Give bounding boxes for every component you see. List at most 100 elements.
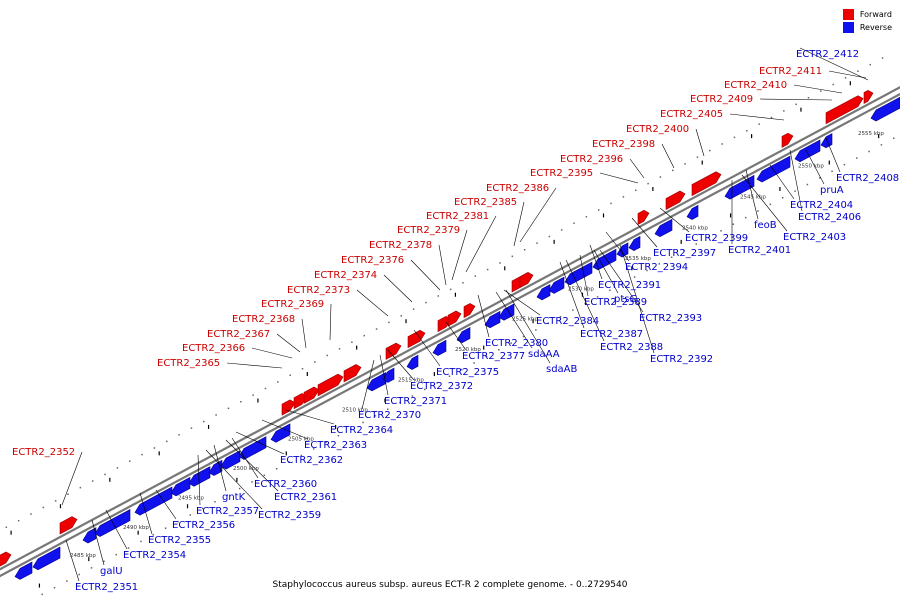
reverse-gene-label[interactable]: ECTR2_2406	[798, 212, 861, 223]
forward-gene-label[interactable]: ECTR2_2379	[397, 225, 460, 236]
forward-gene-label[interactable]: ECTR2_2398	[592, 139, 655, 150]
forward-gene[interactable]	[519, 272, 534, 289]
reverse-gene-label[interactable]: ECTR2_2370	[358, 410, 421, 421]
reverse-gene-label[interactable]: ECTR2_2363	[304, 440, 367, 451]
reverse-gene[interactable]	[794, 139, 821, 163]
forward-gene-label[interactable]: ECTR2_2386	[486, 183, 549, 194]
forward-gene-label[interactable]: ECTR2_2365	[157, 358, 220, 369]
reverse-gene-label[interactable]: feoB	[754, 220, 777, 231]
reverse-gene-label[interactable]: ECTR2_2389	[584, 297, 647, 308]
forward-gene-label[interactable]: ECTR2_2352	[12, 447, 75, 458]
reverse-gene[interactable]	[406, 354, 419, 370]
forward-gene[interactable]	[463, 303, 476, 319]
reverse-gene-label[interactable]: ECTR2_2371	[384, 396, 447, 407]
reverse-gene[interactable]	[94, 509, 131, 537]
reverse-gene-label[interactable]: ECTR2_2401	[728, 245, 791, 256]
forward-gene[interactable]	[59, 516, 78, 535]
forward-gene-label[interactable]: ECTR2_2376	[341, 255, 404, 266]
reverse-gene[interactable]	[382, 367, 395, 383]
forward-gene[interactable]	[343, 364, 362, 383]
forward-gene-label[interactable]: ECTR2_2369	[261, 299, 324, 310]
reverse-gene[interactable]	[14, 561, 33, 580]
reverse-gene[interactable]	[756, 155, 791, 183]
forward-gene-label[interactable]: ECTR2_2395	[530, 168, 593, 179]
forward-gene-label[interactable]: ECTR2_2400	[626, 124, 689, 135]
reverse-gene[interactable]	[686, 204, 699, 220]
reverse-gene-label[interactable]: ECTR2_2403	[783, 232, 846, 243]
forward-gene-label[interactable]: ECTR2_2366	[182, 343, 245, 354]
forward-gene[interactable]	[385, 342, 402, 360]
forward-gene[interactable]	[781, 132, 794, 148]
forward-gene[interactable]	[691, 171, 722, 197]
reverse-gene[interactable]	[456, 326, 471, 344]
reverse-gene[interactable]	[654, 218, 673, 238]
forward-gene-label[interactable]: ECTR2_2396	[560, 154, 623, 165]
forward-gene-label[interactable]: ECTR2_2411	[759, 66, 822, 77]
forward-gene-label[interactable]: ECTR2_2374	[314, 270, 377, 281]
reverse-gene-label[interactable]: ECTR2_2357	[196, 506, 259, 517]
forward-gene-label[interactable]: ECTR2_2410	[724, 80, 787, 91]
reverse-gene-label[interactable]: ECTR2_2387	[580, 329, 643, 340]
reverse-gene-label[interactable]: ECTR2_2399	[685, 233, 748, 244]
reverse-gene[interactable]	[820, 133, 833, 149]
reverse-gene-label[interactable]: ECTR2_2354	[123, 550, 186, 561]
forward-gene-label[interactable]: ECTR2_2378	[369, 240, 432, 251]
forward-gene[interactable]	[863, 89, 874, 104]
forward-gene-label[interactable]: ECTR2_2409	[690, 94, 753, 105]
reverse-gene-label[interactable]: sdaAB	[546, 364, 578, 375]
reverse-gene[interactable]	[548, 276, 565, 294]
reverse-gene-label[interactable]: ECTR2_2408	[836, 173, 899, 184]
reverse-gene-label[interactable]: ECTR2_2377	[462, 351, 525, 362]
reverse-gene-label[interactable]: ECTR2_2360	[254, 479, 317, 490]
reverse-gene-label[interactable]: ECTR2_2391	[598, 280, 661, 291]
forward-gene[interactable]	[407, 329, 426, 349]
forward-gene-label[interactable]: ECTR2_2368	[232, 314, 295, 325]
reverse-gene-label[interactable]: ECTR2_2392	[650, 354, 713, 365]
forward-gene[interactable]	[303, 386, 320, 404]
reverse-gene[interactable]	[270, 423, 291, 443]
reverse-gene-label[interactable]: ECTR2_2364	[330, 425, 393, 436]
reverse-gene-label[interactable]: ECTR2_2355	[148, 535, 211, 546]
reverse-gene-label[interactable]: ECTR2_2393	[639, 313, 702, 324]
reverse-gene[interactable]	[628, 235, 641, 251]
reverse-gene[interactable]	[32, 546, 61, 571]
reverse-gene-label[interactable]: ptsG	[614, 294, 637, 305]
reverse-gene-label[interactable]: ECTR2_2412	[796, 49, 859, 60]
reverse-gene[interactable]	[498, 303, 515, 321]
reverse-gene-label[interactable]: ECTR2_2397	[653, 248, 716, 259]
reverse-gene[interactable]	[564, 261, 593, 286]
reverse-gene[interactable]	[616, 242, 629, 258]
forward-gene[interactable]	[637, 209, 650, 225]
forward-gene[interactable]	[665, 190, 686, 210]
reverse-gene-label[interactable]: ECTR2_2404	[790, 200, 853, 211]
reverse-gene-label[interactable]: pruA	[820, 185, 844, 196]
reverse-gene-label[interactable]: ECTR2_2394	[625, 262, 688, 273]
reverse-gene[interactable]	[870, 96, 900, 122]
forward-gene[interactable]	[317, 373, 344, 397]
forward-gene[interactable]	[825, 95, 864, 125]
forward-gene[interactable]	[281, 399, 296, 416]
reverse-gene-label[interactable]: sdaAA	[528, 349, 560, 360]
forward-gene[interactable]	[0, 551, 12, 569]
reverse-gene-label[interactable]: ECTR2_2388	[600, 342, 663, 353]
reverse-gene-label[interactable]: ECTR2_2359	[258, 510, 321, 521]
reverse-gene-label[interactable]: ECTR2_2375	[436, 367, 499, 378]
reverse-gene-label[interactable]: gntK	[222, 492, 246, 503]
reverse-gene-label[interactable]: ECTR2_2356	[172, 520, 235, 531]
forward-gene-label[interactable]: ECTR2_2367	[207, 329, 270, 340]
reverse-gene-label[interactable]: ECTR2_2351	[75, 582, 138, 593]
reverse-gene-label[interactable]: ECTR2_2384	[536, 316, 599, 327]
reverse-gene-label[interactable]: galU	[100, 566, 123, 577]
forward-gene-label[interactable]: ECTR2_2405	[660, 109, 723, 120]
reverse-gene-label[interactable]: ECTR2_2372	[410, 381, 473, 392]
reverse-gene-label[interactable]: ECTR2_2362	[280, 455, 343, 466]
forward-gene-label[interactable]: ECTR2_2385	[454, 197, 517, 208]
reverse-gene[interactable]	[484, 310, 501, 329]
reverse-gene-label[interactable]: ECTR2_2361	[274, 492, 337, 503]
reverse-gene[interactable]	[592, 248, 617, 271]
reverse-gene-label[interactable]: ECTR2_2380	[485, 338, 548, 349]
forward-gene-label[interactable]: ECTR2_2373	[287, 285, 350, 296]
forward-gene-label[interactable]: ECTR2_2381	[426, 211, 489, 222]
reverse-gene[interactable]	[432, 339, 447, 356]
